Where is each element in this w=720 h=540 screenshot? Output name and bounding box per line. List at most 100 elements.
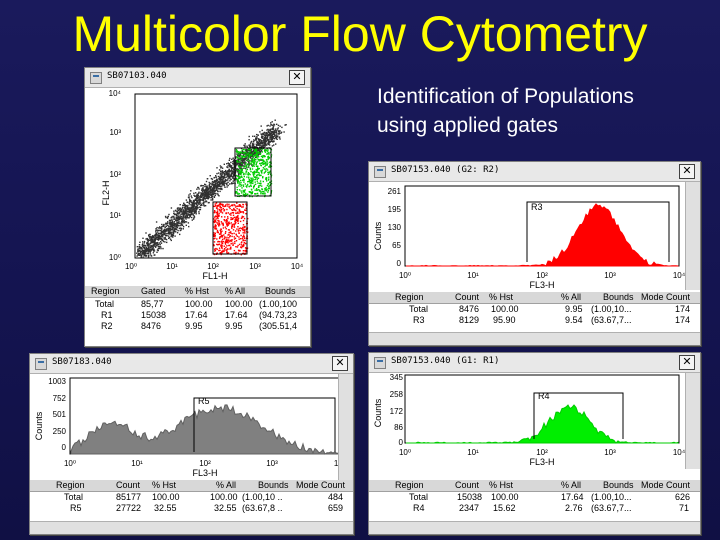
scatter-point: [229, 235, 231, 237]
scatter-point: [239, 177, 241, 179]
scatter-point: [232, 229, 235, 231]
dot-plot-window-title: SB07103.040: [107, 71, 167, 81]
scatter-point: [177, 229, 179, 232]
scatter-point: [216, 231, 218, 233]
scatter-point: [249, 168, 252, 171]
scatter-point: [241, 162, 243, 165]
scatter-point: [216, 172, 218, 175]
scatter-point: [258, 172, 260, 174]
horizontal-scrollbar[interactable]: [369, 521, 700, 534]
scatter-point: [251, 182, 253, 185]
scatter-point: [273, 140, 275, 143]
red-histogram-titlebar[interactable]: SB07153.040 (G2: R2) ✕: [369, 162, 700, 182]
scatter-point: [240, 234, 242, 237]
scatter-point: [243, 234, 245, 236]
green-histogram-window[interactable]: SB07153.040 (G1: R1) ✕ Counts 345 258 17…: [368, 352, 701, 535]
horizontal-scrollbar[interactable]: [369, 332, 700, 345]
scatter-point: [260, 155, 263, 158]
col-header: Count: [116, 480, 141, 490]
scatter-point: [186, 210, 189, 212]
scatter-point: [255, 143, 257, 145]
scatter-point: [214, 183, 217, 185]
scatter-point: [199, 199, 202, 201]
scatter-point: [215, 187, 218, 189]
scatter-point: [258, 153, 260, 155]
scatter-point: [258, 160, 260, 162]
scatter-point: [146, 241, 149, 243]
scatter-point: [249, 163, 251, 165]
scatter-point: [248, 154, 250, 156]
scatter-point: [205, 197, 207, 199]
scatter-point: [238, 205, 240, 207]
gray-histogram-titlebar[interactable]: SB07183.040 ✕: [30, 354, 353, 374]
scatter-point: [209, 190, 211, 193]
scatter-point: [254, 176, 256, 178]
scatter-point: [267, 138, 269, 141]
scatter-point: [250, 161, 252, 163]
scatter-point: [262, 144, 264, 146]
cell: 100.00: [210, 492, 238, 502]
scatter-point: [199, 206, 202, 209]
gray-histogram-window[interactable]: SB07183.040 ✕ Counts 1003 752 501 250 0 …: [29, 353, 354, 535]
scatter-point: [259, 152, 262, 155]
scatter-point: [226, 179, 228, 182]
close-icon[interactable]: ✕: [289, 70, 305, 85]
scatter-point: [219, 165, 222, 167]
scatter-point: [255, 165, 258, 167]
scatter-point: [218, 220, 220, 222]
scatter-point: [156, 243, 158, 245]
scatter-point: [259, 148, 261, 150]
scatter-point: [194, 199, 196, 201]
scatter-point: [190, 207, 193, 209]
scatter-point: [197, 196, 199, 198]
scatter-point: [214, 248, 216, 250]
scatter-point: [178, 215, 180, 217]
vertical-scrollbar[interactable]: [338, 374, 353, 482]
scatter-point: [272, 126, 274, 129]
scatter-point: [168, 233, 171, 235]
scatter-point: [182, 204, 184, 206]
dot-plot-window[interactable]: SB07103.040 ✕ FL2-H 10⁴ 10³ 10² 10¹ 10⁰ …: [84, 67, 311, 347]
scatter-point: [236, 215, 238, 218]
scatter-point: [172, 236, 174, 238]
dot-plot-titlebar[interactable]: SB07103.040 ✕: [85, 68, 310, 88]
scatter-point: [170, 207, 173, 209]
scatter-point: [262, 192, 264, 195]
scatter-point: [236, 151, 239, 153]
scatter-point: [257, 158, 259, 161]
scatter-point: [231, 172, 233, 174]
scatter-point: [197, 195, 200, 197]
scatter-point: [180, 227, 183, 230]
dot-plot: FL2-H 10⁴ 10³ 10² 10¹ 10⁰ 10⁰ 10¹ 10² 10…: [101, 89, 304, 281]
scatter-point: [218, 222, 220, 224]
scatter-point: [170, 222, 172, 224]
vertical-scrollbar[interactable]: [685, 373, 700, 469]
scatter-point: [263, 142, 265, 144]
scatter-point: [235, 217, 237, 219]
vertical-scrollbar[interactable]: [685, 182, 700, 290]
scatter-point: [238, 159, 240, 161]
cell: 100.00: [491, 492, 519, 502]
scatter-point: [221, 245, 223, 247]
scatter-point: [228, 169, 230, 171]
scatter-point: [157, 236, 159, 239]
scatter-point: [260, 159, 262, 161]
horizontal-scrollbar[interactable]: [30, 521, 353, 534]
scatter-point: [226, 251, 228, 254]
scatter-point: [165, 228, 168, 230]
scatter-point: [237, 165, 240, 167]
close-icon[interactable]: ✕: [679, 164, 695, 179]
scatter-point: [208, 181, 210, 184]
red-histogram-window[interactable]: SB07153.040 (G2: R2) ✕ Counts 261 195 13…: [368, 161, 701, 346]
scatter-point: [224, 174, 226, 177]
cell: 100.00: [152, 492, 180, 502]
scatter-point: [147, 239, 150, 241]
green-histogram-titlebar[interactable]: SB07153.040 (G1: R1) ✕: [369, 353, 700, 373]
scatter-point: [204, 191, 207, 194]
scatter-point: [236, 175, 238, 177]
scatter-point: [257, 149, 259, 151]
scatter-point: [172, 227, 174, 229]
scatter-point: [235, 178, 237, 181]
close-icon[interactable]: ✕: [679, 355, 695, 370]
close-icon[interactable]: ✕: [332, 356, 348, 371]
